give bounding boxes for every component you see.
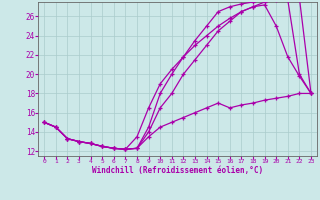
X-axis label: Windchill (Refroidissement éolien,°C): Windchill (Refroidissement éolien,°C) — [92, 166, 263, 175]
